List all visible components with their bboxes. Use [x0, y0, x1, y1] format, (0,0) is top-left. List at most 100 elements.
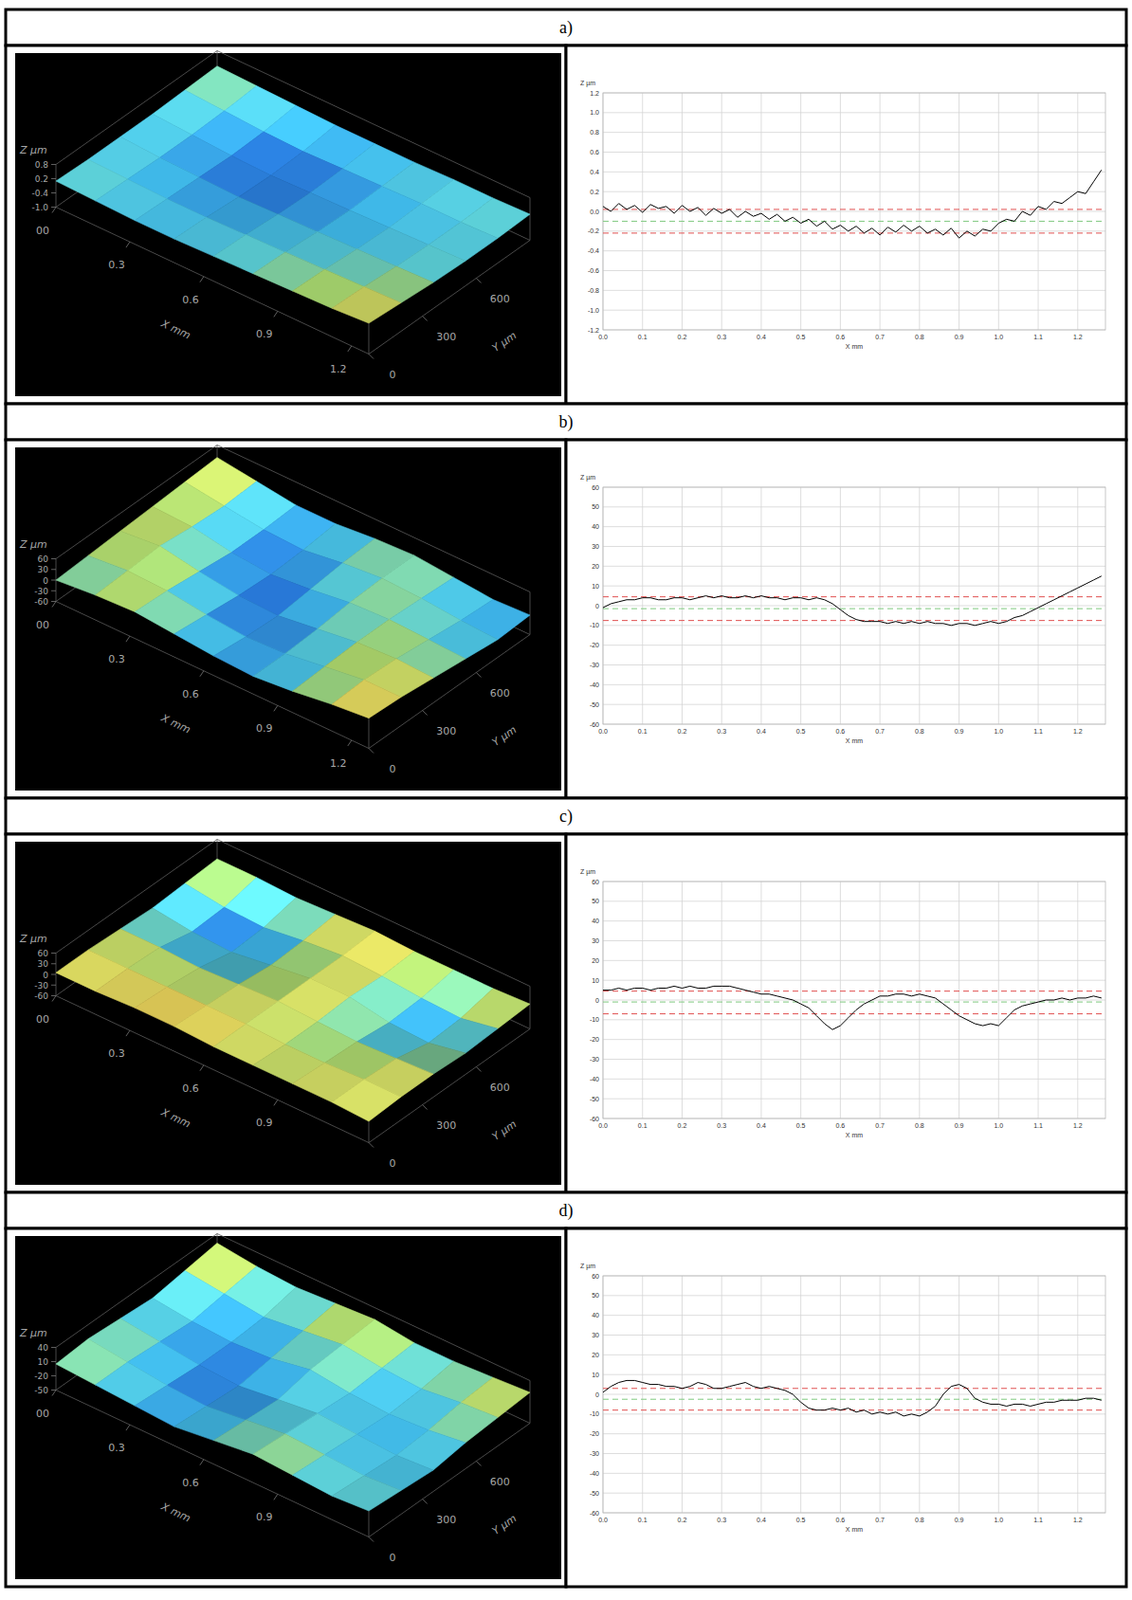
x-tick-label: 0.3 — [108, 258, 126, 272]
y-tick-label: 10 — [591, 583, 600, 590]
x-tick-label: 0.4 — [756, 728, 767, 735]
profile-line — [602, 576, 1102, 626]
header-cell — [5, 1192, 1127, 1229]
y-tick-label: 300 — [436, 330, 457, 344]
y-axis-title: Z µm — [580, 474, 596, 482]
y-tick-label: 10 — [591, 977, 600, 985]
y-grid-line — [602, 1295, 1106, 1297]
bounding-box — [55, 839, 530, 1144]
y-tick-label: 40 — [591, 1312, 600, 1319]
x-tick-label: 0.7 — [875, 1516, 885, 1524]
y-tick-label: 0.2 — [589, 188, 600, 196]
y-tick-label: -40 — [589, 1076, 600, 1083]
y-tick-label: -30 — [589, 1450, 600, 1458]
profile-chart: 0.00.10.20.30.40.50.60.70.80.91.01.11.21… — [580, 79, 1106, 350]
x-tick-label: 0.8 — [914, 333, 925, 341]
z-tick — [51, 206, 56, 208]
x-tick-label: 0.3 — [108, 1442, 126, 1455]
y-grid-line — [602, 211, 1106, 213]
y-tick-label: 40 — [591, 523, 600, 530]
x-tick-label: 0.4 — [756, 1122, 767, 1130]
y-tick-label: -20 — [589, 1430, 600, 1438]
y-grid-line — [602, 624, 1106, 626]
box-ceiling — [55, 51, 530, 199]
y-tick-label: 50 — [591, 503, 600, 511]
y-tick — [475, 1067, 481, 1073]
x-tick-label: 1.0 — [993, 1122, 1004, 1130]
x-tick-label: 1.0 — [993, 728, 1004, 735]
surface-background — [15, 1236, 562, 1580]
y-axis-title: Z µm — [580, 1262, 596, 1271]
y-grid-line — [602, 1394, 1106, 1396]
x-tick-label: 0.1 — [638, 1516, 648, 1524]
bounding-box — [55, 51, 530, 355]
x-tick-label: 0.6 — [836, 728, 846, 735]
z-tick-label: 60 — [37, 949, 50, 959]
x-tick-label: 0.7 — [875, 333, 885, 341]
box-edge — [55, 164, 57, 208]
x-tick — [52, 1390, 56, 1397]
y-tick-label: 30 — [591, 1332, 600, 1339]
z-tick — [51, 963, 56, 965]
z-tick-label: -20 — [34, 1371, 49, 1382]
z-tick-label: 0.2 — [35, 174, 49, 184]
z-tick — [51, 590, 56, 592]
x-tick — [200, 276, 204, 283]
x-tick-label: 0.6 — [836, 1122, 846, 1130]
plot-frame — [602, 487, 1106, 725]
z-tick — [51, 985, 56, 986]
y-tick-label: 0.8 — [589, 128, 600, 136]
bounding-box — [55, 445, 530, 749]
x-tick-label: 0.6 — [182, 1082, 200, 1096]
x-tick-label: 0.6 — [182, 688, 200, 701]
y-tick-label: 300 — [436, 725, 457, 738]
y-grid-line — [602, 171, 1106, 173]
y-tick-label: 1.2 — [589, 90, 600, 97]
y-grid-line — [602, 980, 1106, 982]
y-tick-label: 600 — [490, 292, 511, 306]
x-tick-label: 00 — [36, 1407, 50, 1421]
x-tick — [126, 1030, 130, 1037]
y-tick-label: -50 — [589, 701, 600, 709]
y-grid-line — [602, 1078, 1106, 1080]
z-tick-label: -60 — [34, 991, 49, 1002]
y-axis-title: Y µm — [490, 1512, 519, 1538]
x-tick-label: 0.5 — [796, 728, 806, 735]
y-grid-line — [602, 290, 1106, 292]
x-tick-label: 1.2 — [329, 363, 347, 376]
y-axis-title: Z µm — [580, 868, 596, 877]
y-tick-label: 60 — [591, 878, 600, 886]
x-tick — [52, 602, 56, 608]
y-grid-line — [602, 111, 1106, 113]
y-tick-label: 0 — [595, 997, 600, 1005]
x-tick-label: 1.2 — [1073, 728, 1083, 735]
profile-line — [602, 169, 1102, 238]
z-tick — [51, 580, 56, 582]
x-tick-label: 1.2 — [1073, 1122, 1083, 1130]
z-tick — [51, 601, 56, 603]
x-axis-title: X mm — [158, 712, 193, 737]
y-tick-label: 600 — [490, 1476, 511, 1489]
y-grid-line — [602, 664, 1106, 666]
header-cell — [5, 798, 1127, 835]
y-tick-label: -50 — [589, 1490, 600, 1498]
plot-marks — [602, 169, 1106, 238]
y-grid-line — [602, 546, 1106, 548]
y-grid-line — [602, 1314, 1106, 1316]
y-tick-label: -1.0 — [587, 307, 600, 314]
y-tick-label: -50 — [589, 1095, 600, 1103]
z-tick-label: 30 — [37, 959, 50, 969]
z-tick-label: -60 — [34, 597, 49, 607]
reference-line — [602, 608, 1106, 610]
x-tick-label: 0.1 — [638, 1122, 648, 1130]
y-tick-label: -0.2 — [587, 227, 600, 235]
image-cell — [5, 1228, 566, 1588]
z-tick — [51, 974, 56, 976]
z-tick-label: -30 — [34, 981, 49, 991]
x-tick-label: 0.7 — [875, 728, 885, 735]
box-edge — [529, 198, 531, 241]
profile-line — [602, 1380, 1102, 1417]
x-tick — [126, 241, 130, 248]
x-tick-label: 00 — [36, 1013, 50, 1026]
z-tick — [51, 178, 56, 180]
